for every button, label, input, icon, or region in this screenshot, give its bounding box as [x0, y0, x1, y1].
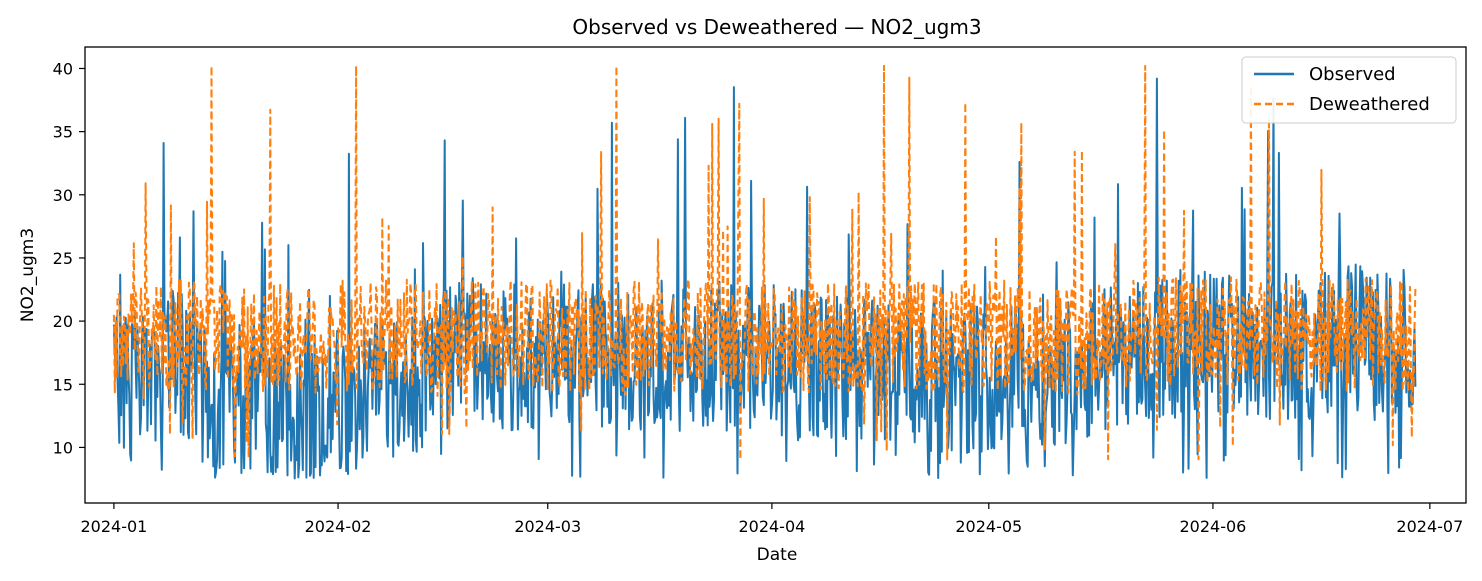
- y-tick-label: 40: [53, 59, 73, 78]
- legend-observed-label: Observed: [1309, 64, 1396, 85]
- x-tick-label: 2024-04: [738, 517, 805, 536]
- plot-area: [84, 46, 1467, 504]
- series-observed-line: [112, 77, 1417, 480]
- x-tick-label: 2024-03: [514, 517, 581, 536]
- y-axis: 10 15 20 25 30 35 40: [53, 59, 85, 457]
- legend: Observed Deweathered: [1241, 56, 1457, 124]
- y-tick-label: 30: [53, 186, 73, 205]
- plot-frame: [84, 46, 1467, 504]
- y-axis-label: NO2_ugm3: [18, 228, 38, 322]
- x-axis-label: Date: [757, 545, 798, 565]
- x-tick-label: 2024-06: [1180, 517, 1247, 536]
- x-tick-label: 2024-02: [305, 517, 372, 536]
- series-layer: [112, 64, 1417, 480]
- x-tick-label: 2024-05: [955, 517, 1022, 536]
- y-tick-label: 15: [53, 375, 73, 394]
- y-tick-label: 35: [53, 123, 73, 142]
- y-tick-label: 20: [53, 312, 73, 331]
- y-tick-label: 25: [53, 249, 73, 268]
- x-tick-label: 2024-07: [1396, 517, 1463, 536]
- x-tick-label: 2024-01: [80, 517, 147, 536]
- legend-box: [1241, 56, 1457, 124]
- chart-title: Observed vs Deweathered — NO2_ugm3: [572, 15, 981, 39]
- y-tick-label: 10: [53, 438, 73, 457]
- x-axis: 2024-01 2024-02 2024-03 2024-04 2024-05 2024-…: [80, 503, 1463, 536]
- series-deweathered-line: [112, 64, 1417, 461]
- legend-deweathered-label: Deweathered: [1309, 94, 1430, 115]
